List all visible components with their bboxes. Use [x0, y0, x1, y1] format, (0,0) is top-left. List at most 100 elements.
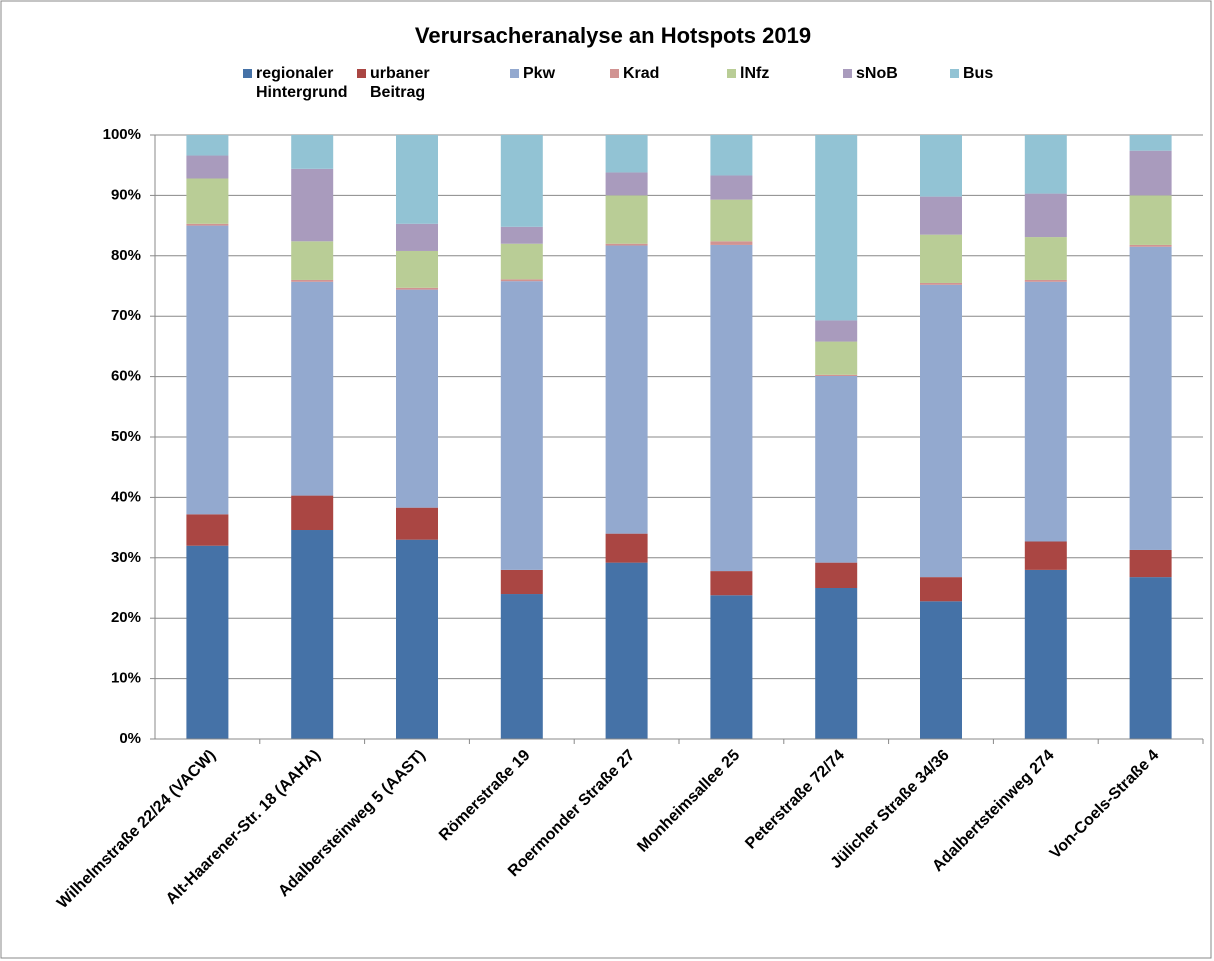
- legend-label: Pkw: [523, 65, 556, 82]
- legend-item: Krad: [610, 64, 659, 83]
- y-tick-label: 90%: [111, 186, 141, 203]
- bar-segment: [186, 225, 229, 515]
- y-tick-label: 40%: [111, 488, 141, 505]
- legend-swatch: [357, 69, 366, 78]
- bar-segment: [605, 533, 648, 563]
- legend-item: regionaler Hintergrund: [243, 64, 366, 102]
- bar-segment: [396, 135, 438, 224]
- bar-segment: [186, 223, 229, 226]
- bar-segment: [605, 195, 648, 244]
- bar-segment: [710, 199, 753, 242]
- legend-label: lNfz: [740, 65, 770, 82]
- bar-segment: [396, 287, 438, 290]
- bar-segment: [1129, 150, 1172, 196]
- bar-segment: [815, 341, 858, 375]
- bar-segment: [815, 588, 858, 739]
- bar-segment: [500, 279, 543, 282]
- bar-segment: [920, 284, 962, 578]
- bar-segment: [500, 243, 543, 280]
- legend-label: Bus: [963, 65, 994, 82]
- legend-item: Pkw: [510, 64, 555, 83]
- legend-swatch: [843, 69, 852, 78]
- bar-segment: [1129, 549, 1172, 578]
- bar-segment: [396, 507, 438, 540]
- y-tick-label: 10%: [111, 670, 141, 687]
- bar-segment: [605, 245, 648, 534]
- bar-segment: [710, 175, 753, 200]
- bar-segment: [1024, 193, 1067, 238]
- bar-segment: [396, 539, 438, 739]
- legend-item: sNoB: [843, 64, 898, 83]
- bar-segment: [605, 172, 648, 196]
- bar-segment: [1024, 279, 1067, 282]
- bar-segment: [815, 320, 858, 342]
- bar-segment: [291, 241, 334, 280]
- bar-segment: [1024, 541, 1067, 570]
- bar-segment: [1129, 246, 1172, 550]
- bar-segment: [500, 569, 543, 595]
- legend-swatch: [243, 69, 252, 78]
- bar-segment: [396, 289, 438, 508]
- chart-title: Verursacheranalyse an Hotspots 2019: [415, 23, 811, 48]
- bar-segment: [1129, 577, 1172, 739]
- bar-segment: [1129, 135, 1172, 151]
- legend-item: Bus: [950, 64, 993, 83]
- legend-item: lNfz: [727, 64, 769, 83]
- bar-segment: [605, 562, 648, 739]
- bar-segment: [500, 594, 543, 739]
- bar-segment: [815, 562, 858, 588]
- bar-segment: [291, 135, 334, 169]
- bar-segment: [605, 135, 648, 173]
- bar-segment: [291, 530, 334, 739]
- bar-segment: [500, 226, 543, 244]
- legend-swatch: [950, 69, 959, 78]
- bar-segment: [186, 514, 229, 546]
- y-tick-label: 0%: [119, 730, 141, 747]
- bar-segment: [186, 135, 229, 156]
- bar-segment: [1024, 135, 1067, 194]
- bar-segment: [291, 281, 334, 496]
- bar-segment: [920, 577, 962, 602]
- bar-segment: [920, 196, 962, 235]
- legend-swatch: [610, 69, 619, 78]
- bar-segment: [710, 571, 753, 596]
- bar-segment: [920, 135, 962, 197]
- bar-segment: [1129, 195, 1172, 245]
- legend-swatch: [727, 69, 736, 78]
- bar-segment: [291, 279, 334, 282]
- bar-segment: [396, 250, 438, 288]
- legend-item: urbaner Beitrag: [357, 64, 480, 102]
- bar-segment: [291, 168, 334, 242]
- y-tick-label: 50%: [111, 428, 141, 445]
- y-tick-label: 30%: [111, 549, 141, 566]
- bar-segment: [920, 282, 962, 285]
- bar-segment: [815, 374, 858, 376]
- bar-segment: [500, 281, 543, 570]
- bar-segment: [710, 595, 753, 739]
- legend-label: sNoB: [856, 65, 898, 82]
- bar-segment: [1024, 569, 1067, 739]
- legend-label: urbaner Beitrag: [370, 65, 430, 101]
- y-tick-label: 80%: [111, 247, 141, 264]
- bar-segment: [186, 155, 229, 179]
- bar-segment: [291, 495, 334, 531]
- legend-label: Krad: [623, 65, 660, 82]
- bar-segment: [815, 375, 858, 563]
- bar-segment: [1129, 244, 1172, 247]
- y-tick-label: 20%: [111, 609, 141, 626]
- bar-segment: [396, 223, 438, 251]
- bar-segment: [186, 545, 229, 739]
- bar-segment: [920, 601, 962, 739]
- legend-swatch: [510, 69, 519, 78]
- bar-segment: [710, 241, 753, 245]
- bar-segment: [1024, 281, 1067, 542]
- y-tick-label: 70%: [111, 307, 141, 324]
- bar-segment: [815, 135, 858, 321]
- y-tick-label: 60%: [111, 368, 141, 385]
- bar-segment: [500, 135, 543, 227]
- bar-segment: [605, 243, 648, 246]
- legend-label: regionaler Hintergrund: [256, 65, 348, 101]
- bar-segment: [710, 244, 753, 572]
